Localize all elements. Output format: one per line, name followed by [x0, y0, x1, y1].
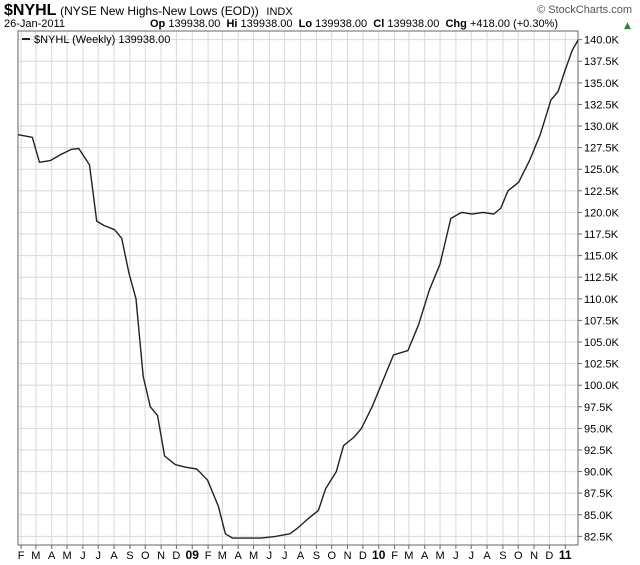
x-tick-label: M	[31, 550, 40, 562]
exchange-label: INDX	[266, 6, 293, 18]
cl-value: 139938.00	[387, 18, 440, 30]
x-tick-label: A	[297, 550, 305, 562]
x-tick-label: A	[48, 550, 56, 562]
x-tick-label: N	[344, 550, 352, 562]
stockcharts-logo: © StockCharts.com	[537, 4, 632, 16]
chart-title: $NYHL (NYSE New Highs-New Lows (EOD)) IN…	[4, 2, 293, 20]
hi-value: 139938.00	[240, 18, 293, 30]
y-tick-label: 85.0K	[584, 510, 613, 522]
x-tick-label: A	[110, 550, 118, 562]
x-tick-label: M	[62, 550, 71, 562]
x-tick-label: 09	[186, 548, 200, 562]
y-tick-label: 95.0K	[584, 423, 613, 435]
lo-label: Lo	[298, 18, 313, 30]
y-tick-label: 122.5K	[584, 186, 620, 198]
x-tick-label: J	[282, 550, 288, 562]
y-tick-label: 100.0K	[584, 380, 620, 392]
x-tick-label: F	[18, 550, 25, 562]
x-tick-label: N	[157, 550, 165, 562]
x-tick-label: F	[205, 550, 212, 562]
symbol-label: $NYHL	[4, 2, 57, 19]
legend-entry: $NYHL (Weekly) 139938.00	[34, 34, 170, 46]
x-tick-label: N	[530, 550, 538, 562]
up-triangle-icon: ▲	[624, 21, 631, 31]
y-tick-label: 127.5K	[584, 143, 620, 155]
x-tick-label: M	[404, 550, 413, 562]
y-tick-label: 112.5K	[584, 272, 619, 284]
y-tick-label: 87.5K	[584, 488, 613, 500]
y-tick-label: 120.0K	[584, 207, 620, 219]
y-tick-label: 97.5K	[584, 402, 613, 414]
y-tick-label: 107.5K	[584, 315, 620, 327]
y-tick-label: 125.0K	[584, 164, 620, 176]
x-tick-label: S	[499, 550, 506, 562]
y-tick-label: 102.5K	[584, 359, 620, 371]
x-tick-label: M	[435, 550, 444, 562]
y-tick-label: 117.5K	[584, 229, 619, 241]
x-tick-label: J	[267, 550, 273, 562]
quote-bar: Op 139938.00 Hi 139938.00 Lo 139938.00 C…	[150, 18, 558, 30]
op-value: 139938.00	[168, 18, 221, 30]
x-tick-label: M	[249, 550, 258, 562]
cl-label: Cl	[373, 18, 385, 30]
y-tick-label: 110.0K	[584, 294, 619, 306]
x-tick-label: D	[172, 550, 180, 562]
x-tick-label: J	[80, 550, 86, 562]
y-tick-label: 82.5K	[584, 531, 613, 543]
x-tick-label: F	[391, 550, 398, 562]
x-tick-label: 10	[372, 548, 386, 562]
x-tick-label: J	[468, 550, 474, 562]
description-label: (NYSE New Highs-New Lows (EOD))	[60, 4, 259, 18]
y-tick-label: 137.5K	[584, 56, 620, 68]
y-tick-label: 132.5K	[584, 99, 620, 111]
y-tick-label: 105.0K	[584, 337, 620, 349]
y-tick-label: 92.5K	[584, 445, 613, 457]
plot-frame	[17, 30, 579, 546]
x-tick-label: S	[126, 550, 133, 562]
x-tick-label: J	[95, 550, 101, 562]
x-tick-label: A	[421, 550, 429, 562]
x-tick-label: D	[359, 550, 367, 562]
x-tick-label: O	[141, 550, 150, 562]
y-tick-label: 135.0K	[584, 78, 620, 90]
x-tick-label: S	[313, 550, 320, 562]
x-tick-label: O	[514, 550, 523, 562]
x-tick-label: D	[545, 550, 553, 562]
x-tick-label: A	[483, 550, 491, 562]
lo-value: 139938.00	[315, 18, 368, 30]
x-tick-label: M	[218, 550, 227, 562]
x-tick-label: O	[327, 550, 336, 562]
y-tick-label: 130.0K	[584, 121, 620, 133]
y-tick-label: 115.0K	[584, 251, 619, 263]
x-tick-label: 11	[559, 548, 572, 562]
y-tick-label: 90.0K	[584, 467, 613, 479]
y-tick-label: 140.0K	[584, 35, 620, 47]
x-tick-label: A	[235, 550, 243, 562]
chg-value: +418.00 (+0.30%)	[469, 18, 559, 30]
date-label: 26-Jan-2011	[4, 18, 65, 30]
hi-label: Hi	[226, 18, 238, 30]
chg-label: Chg	[445, 18, 467, 30]
op-label: Op	[150, 18, 166, 30]
x-tick-label: J	[453, 550, 459, 562]
series-line	[17, 39, 579, 539]
